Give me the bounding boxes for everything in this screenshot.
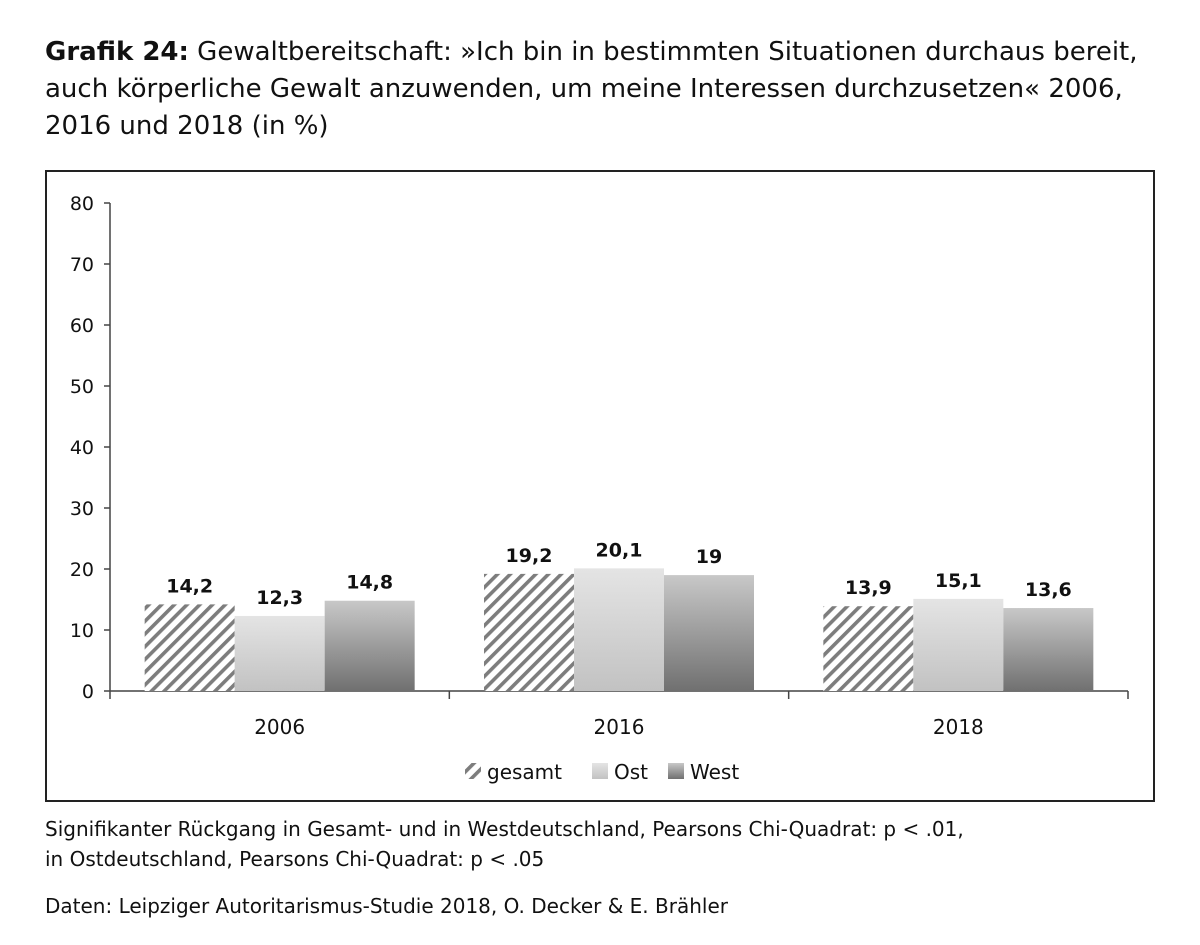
y-tick-label: 80 (70, 193, 94, 215)
legend: gesamt Ost West (465, 760, 739, 784)
y-tick-label: 0 (82, 681, 94, 703)
bar-gesamt-2018 (823, 606, 914, 691)
chart-title-number: Grafik 24: (45, 37, 189, 67)
significance-note-line-1: Signifikanter Rückgang in Gesamt- und in… (45, 817, 964, 841)
chart-title-text: Gewaltbereitschaft: »Ich bin in bestimmt… (45, 37, 1138, 141)
bar-Ost-2006 (234, 615, 325, 691)
significance-notes: Signifikanter Rückgang in Gesamt- und in… (45, 814, 964, 874)
bar-West-2016 (664, 575, 754, 691)
data-source: Daten: Leipziger Autoritarismus-Studie 2… (45, 894, 728, 918)
data-label-gesamt-2016: 19,2 (506, 545, 553, 567)
y-tick-label: 40 (70, 437, 94, 459)
legend-label-Ost: Ost (614, 760, 648, 784)
value-labels: 14,2 12,3 14,8 19,2 20,1 19 13,9 15,1 13,6 (166, 539, 1072, 609)
data-label-Ost-2018: 15,1 (935, 570, 982, 592)
data-label-West-2016: 19 (696, 546, 722, 568)
bar-Ost-2018 (913, 598, 1004, 691)
legend-swatch-gesamt (465, 763, 481, 779)
y-tick-label: 20 (70, 559, 94, 581)
chart-title: Grafik 24: Gewaltbereitschaft: »Ich bin … (45, 34, 1165, 145)
y-tick-label: 30 (70, 498, 94, 520)
chart-frame (45, 170, 1155, 802)
x-tick-label: 2018 (933, 715, 984, 739)
bars (144, 568, 1094, 691)
legend-label-West: West (690, 760, 739, 784)
legend-swatch-Ost (592, 763, 608, 779)
data-label-Ost-2016: 20,1 (596, 539, 643, 561)
data-label-gesamt-2018: 13,9 (845, 577, 892, 599)
y-tick-label: 70 (70, 254, 94, 276)
x-tick-label: 2006 (254, 715, 305, 739)
data-label-Ost-2006: 12,3 (256, 587, 303, 609)
y-tick-label: 50 (70, 376, 94, 398)
bar-gesamt-2016 (484, 573, 574, 691)
legend-swatch-West (668, 763, 684, 779)
bar-Ost-2016 (574, 568, 664, 691)
bar-West-2006 (324, 600, 415, 691)
legend-label-gesamt: gesamt (487, 760, 562, 784)
data-label-West-2006: 14,8 (346, 572, 393, 594)
x-tick-label: 2016 (594, 715, 645, 739)
y-tick-label: 10 (70, 620, 94, 642)
data-label-gesamt-2006: 14,2 (166, 575, 213, 597)
bar-gesamt-2006 (144, 604, 235, 691)
y-tick-label: 60 (70, 315, 94, 337)
significance-note-line-2: in Ostdeutschland, Pearsons Chi-Quadrat:… (45, 847, 545, 871)
data-label-West-2018: 13,6 (1025, 579, 1072, 601)
bar-West-2018 (1003, 608, 1094, 691)
